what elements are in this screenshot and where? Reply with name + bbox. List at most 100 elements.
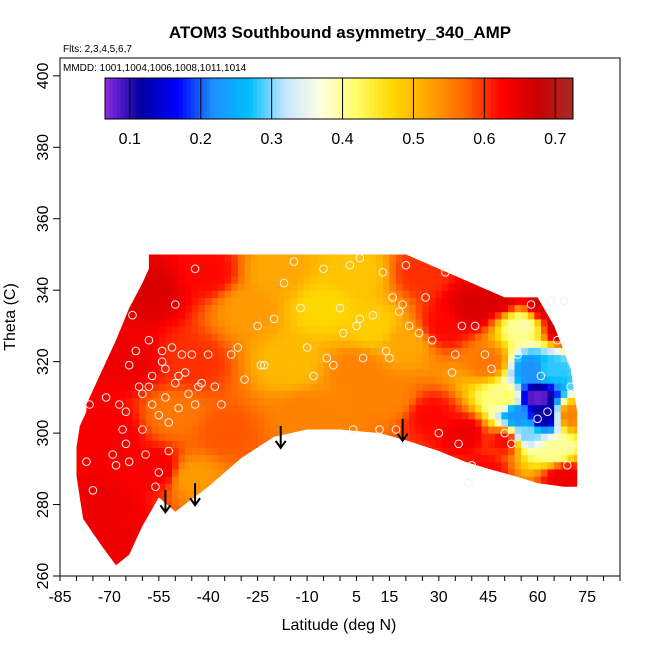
field-cell [415, 511, 423, 520]
colorbar-segment [495, 78, 500, 119]
field-cell [224, 340, 232, 348]
field-cell [291, 569, 298, 577]
field-cell [145, 311, 153, 320]
field-cell [310, 569, 317, 577]
field-cell [468, 333, 476, 341]
field-cell [251, 433, 259, 441]
field-cell [356, 554, 364, 563]
field-cell [442, 425, 450, 434]
field-cell [244, 361, 252, 370]
field-cell [119, 390, 127, 398]
field-cell [264, 561, 272, 566]
field-cell [204, 418, 213, 427]
field-cell [264, 368, 272, 377]
field-cell [132, 268, 140, 277]
field-cell [310, 304, 318, 313]
field-cell [297, 569, 304, 577]
field-cell [211, 425, 219, 434]
field-cell [356, 440, 364, 448]
field-cell [112, 297, 120, 306]
field-cell [297, 418, 305, 427]
field-cell [211, 504, 219, 513]
field-cell [145, 418, 153, 427]
field-cell [224, 325, 232, 334]
field-cell [560, 433, 568, 441]
field-cell [363, 340, 371, 348]
field-cell [257, 440, 265, 448]
colorbar-tick-label: 0.3 [260, 131, 282, 148]
field-cell [488, 433, 496, 441]
field-cell [488, 283, 496, 291]
field-cell [76, 318, 81, 327]
field-cell [501, 268, 509, 277]
down-arrow [274, 425, 287, 450]
field-cell [494, 411, 503, 420]
field-cell [369, 397, 377, 406]
field-cell [382, 475, 391, 484]
field-cell [547, 368, 555, 377]
field-cell [204, 333, 213, 341]
field-cell [132, 254, 140, 256]
field-cell [369, 375, 377, 384]
field-cell [284, 554, 292, 563]
field-cell [402, 518, 410, 527]
field-cell [527, 283, 535, 291]
field-cell [198, 461, 206, 470]
field-cell [527, 540, 535, 549]
chart-title: ATOM3 Southbound asymmetry_340_AMP [169, 23, 511, 42]
field-cell [323, 447, 331, 456]
field-cell [402, 561, 410, 566]
field-cell [139, 511, 147, 520]
field-cell [257, 368, 265, 377]
colorbar-segment [456, 78, 461, 119]
field-cell [481, 311, 489, 320]
field-cell [204, 497, 213, 506]
field-cell [527, 447, 535, 456]
field-cell [356, 418, 364, 427]
field-cell [330, 361, 338, 370]
field-cell [521, 268, 529, 277]
field-cell [415, 433, 423, 441]
x-tick-label: 75 [578, 589, 596, 606]
field-cell [488, 268, 496, 277]
field-cell [369, 475, 377, 484]
field-cell [119, 311, 127, 320]
field-cell [534, 411, 542, 420]
field-cell [415, 368, 423, 377]
field-cell [284, 254, 292, 256]
field-cell [554, 569, 561, 577]
colorbar-segment [108, 78, 114, 119]
field-cell [389, 390, 397, 398]
field-cell [172, 375, 180, 384]
field-cell [475, 425, 483, 434]
field-cell [198, 418, 206, 427]
field-cell [125, 433, 134, 441]
field-cell [560, 361, 568, 370]
field-cell [475, 375, 483, 384]
field-cell [284, 254, 292, 263]
field-cell [145, 561, 153, 566]
field-cell [514, 483, 522, 491]
field-cell [567, 254, 575, 256]
colorbar-segment [432, 78, 437, 119]
field-cell [99, 504, 107, 513]
field-cell [218, 468, 226, 477]
field-cell [415, 361, 423, 370]
field-cell [76, 533, 81, 541]
field-cell [514, 254, 522, 256]
field-cell [521, 347, 529, 356]
field-cell [396, 475, 404, 484]
field-cell [204, 518, 213, 527]
colorbar-segment [541, 78, 547, 119]
field-cell [316, 390, 325, 398]
field-cell [257, 261, 265, 270]
field-cell [363, 504, 371, 513]
field-cell [428, 254, 437, 256]
field-cell [185, 561, 193, 566]
field-cell [158, 490, 167, 498]
x-tick-label: -10 [296, 589, 319, 606]
field-cell [139, 447, 147, 456]
field-cell [224, 547, 232, 556]
colorbar-segment [514, 78, 519, 119]
field-cell [521, 504, 529, 513]
